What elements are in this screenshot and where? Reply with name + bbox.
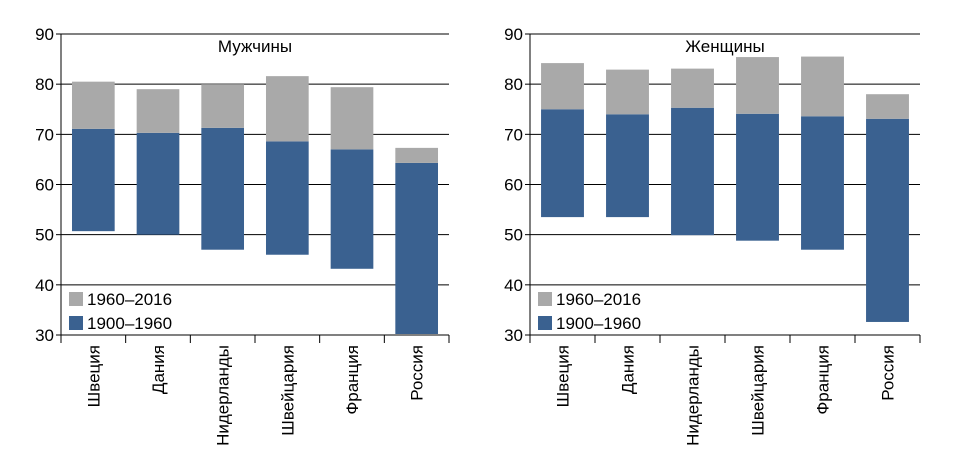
bar-early (866, 118, 909, 322)
bar-early (395, 162, 439, 334)
bar-early (330, 149, 374, 269)
x-tick-label: Дания (619, 345, 638, 394)
y-tick-label: 70 (35, 125, 54, 144)
legend-swatch (538, 316, 552, 330)
chart-title: Женщины (685, 37, 764, 56)
bar-early (671, 107, 714, 236)
chart-panel-2: 30 40 50 60 70 80 90 Швеция Дания Нидерланды Швейц… (504, 25, 921, 446)
legend-swatch (69, 292, 83, 306)
chart-panel-1: 30 40 50 60 70 80 90 Швеция Дания Нидерланды Швейц… (35, 25, 450, 446)
bar-late (606, 69, 649, 115)
chart-title: Мужчины (218, 37, 292, 56)
x-tick-label: Швеция (554, 345, 573, 407)
bar-early (801, 116, 844, 250)
legend-label: 1960–2016 (556, 290, 641, 309)
legend-swatch (69, 316, 83, 330)
bar-late (541, 63, 584, 110)
bar-late (736, 57, 779, 114)
y-tick-label: 70 (504, 125, 523, 144)
bar-late (866, 94, 909, 119)
y-tick-label: 90 (504, 25, 523, 44)
bar-late (71, 81, 115, 129)
bar-early (541, 109, 584, 218)
legend-label: 1960–2016 (87, 290, 172, 309)
bar-late (136, 89, 180, 133)
bar-late (801, 56, 844, 117)
x-tick-label: Франция (814, 345, 833, 415)
bar-early (265, 141, 309, 255)
legend: 1960–2016 1900–1960 (69, 290, 172, 333)
x-tick-label: Швеция (84, 345, 103, 407)
y-tick-label: 60 (35, 176, 54, 195)
y-tick-label: 40 (35, 276, 54, 295)
bar-early (736, 113, 779, 241)
x-tick-label: Россия (879, 345, 898, 401)
bar-early (71, 128, 115, 232)
x-tick-label: Дания (149, 345, 168, 394)
x-tick-label: Швейцария (749, 345, 768, 436)
y-tick-label: 40 (504, 276, 523, 295)
x-tick-label: Нидерланды (684, 345, 703, 446)
y-tick-label: 80 (504, 75, 523, 94)
x-tick-label: Швейцария (278, 345, 297, 436)
legend: 1960–2016 1900–1960 (538, 290, 641, 333)
legend-swatch (538, 292, 552, 306)
y-tick-label: 80 (35, 75, 54, 94)
y-tick-label: 30 (504, 326, 523, 345)
y-tick-label: 50 (504, 226, 523, 245)
legend-label: 1900–1960 (556, 314, 641, 333)
legend-label: 1900–1960 (87, 314, 172, 333)
y-tick-label: 60 (504, 176, 523, 195)
bar-early (201, 127, 245, 250)
y-tick-label: 90 (35, 25, 54, 44)
bar-early (606, 114, 649, 218)
bar-late (395, 147, 439, 163)
bar-late (330, 87, 374, 150)
bar-late (265, 76, 309, 142)
bar-late (671, 68, 714, 108)
y-tick-label: 50 (35, 226, 54, 245)
bar-late (201, 84, 245, 128)
y-tick-label: 30 (35, 326, 54, 345)
bar-early (136, 132, 180, 235)
x-tick-label: Франция (343, 345, 362, 415)
x-tick-label: Нидерланды (214, 345, 233, 446)
x-tick-label: Россия (408, 345, 427, 401)
